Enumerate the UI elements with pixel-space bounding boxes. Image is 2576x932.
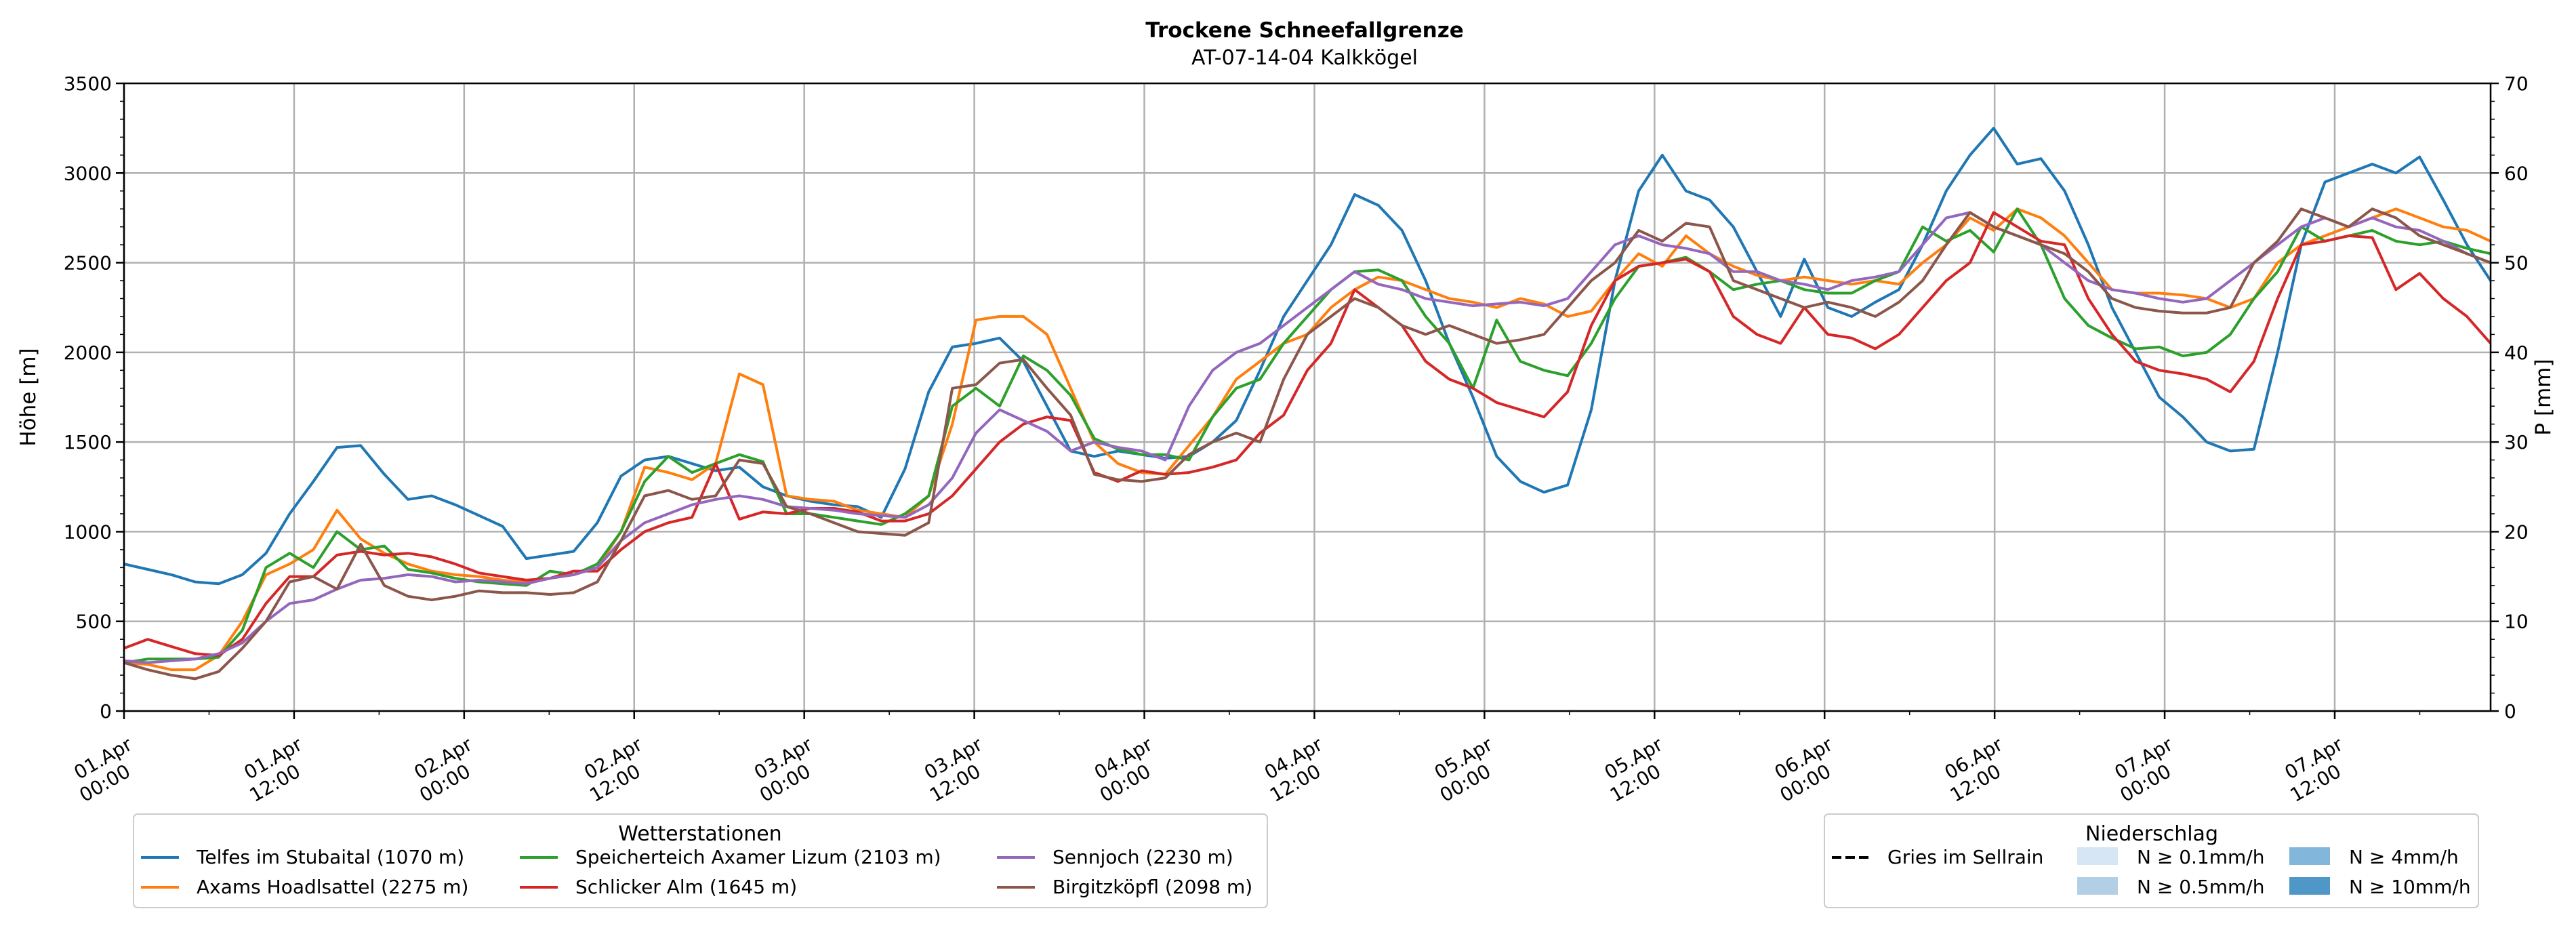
legend-precipitation: Niederschlag Gries im Sellrain N ≥ 0.1mm/… (1824, 813, 2479, 908)
series-line-1 (124, 127, 2491, 586)
legend-stations-title: Wetterstationen (618, 822, 781, 846)
legend-label-6: Birgitzköpfl (2098 m) (1052, 876, 1252, 898)
legend-precip-title: Niederschlag (2085, 822, 2218, 846)
x-axis: 01.Apr00:00 01.Apr12:00 02.Apr00:00 02.Apr1… (64, 711, 2421, 807)
x-tick-label: 05.Apr00:00 (1425, 733, 1507, 807)
y-axis-left: 0 500 1000 1500 2000 2500 3000 3500 (64, 73, 124, 723)
x-tick-label: 04.Apr12:00 (1255, 733, 1338, 807)
x-tick-label: 07.Apr00:00 (2105, 733, 2188, 807)
y-tick-label: 2500 (64, 252, 112, 275)
y-right-tick-label: 30 (2504, 431, 2529, 453)
x-tick-label: 01.Apr00:00 (64, 733, 147, 807)
x-tick-label: 03.Apr00:00 (745, 733, 827, 807)
y-tick-label: 2000 (64, 342, 112, 364)
y-axis-label-left: Höhe [m] (16, 348, 41, 446)
x-tick-label: 07.Apr12:00 (2275, 733, 2358, 807)
y-right-tick-label: 20 (2504, 521, 2529, 543)
y-right-tick-label: 70 (2504, 73, 2529, 95)
precip-label: N ≥ 0.5mm/h (2137, 876, 2264, 898)
y-tick-label: 500 (76, 611, 112, 633)
y-tick-label: 1000 (64, 521, 112, 543)
y-right-tick-label: 60 (2504, 162, 2529, 184)
x-tick-label: 03.Apr12:00 (915, 733, 998, 807)
plot-frame (123, 82, 2492, 712)
series-line-3 (124, 207, 2491, 664)
legend-label-3: Speicherteich Axamer Lizum (2103 m) (575, 846, 941, 868)
y-tick-label: 0 (100, 700, 112, 723)
x-tick-label: 01.Apr12:00 (234, 733, 317, 807)
chart-subtitle: AT-07-14-04 Kalkkögel (1191, 46, 1418, 70)
series-line-4 (124, 211, 2491, 657)
series-line-6 (124, 207, 2491, 681)
grid (123, 82, 2491, 712)
precip-label: N ≥ 10mm/h (2349, 876, 2471, 898)
precip-swatch (2289, 847, 2330, 865)
x-tick-label: 02.Apr00:00 (405, 733, 487, 807)
precip-label: N ≥ 4mm/h (2349, 846, 2459, 868)
y-right-tick-label: 10 (2504, 611, 2529, 633)
x-tick-label: 06.Apr00:00 (1765, 733, 1847, 807)
legend-stations: Wetterstationen Telfes im Stubaital (107… (133, 813, 1268, 908)
series-line-5 (124, 211, 2491, 664)
x-tick-label: 04.Apr00:00 (1085, 733, 1168, 807)
y-tick-label: 3000 (64, 162, 112, 184)
precip-swatch (2289, 877, 2330, 895)
y-right-tick-label: 50 (2504, 252, 2529, 275)
legend-stations-frame (133, 813, 1268, 908)
y-right-tick-label: 40 (2504, 342, 2529, 364)
y-axis-right: 0 10 20 30 40 50 60 70 (2491, 73, 2529, 723)
series-lines (124, 127, 2491, 681)
y-axis-label-right: P [mm] (2531, 359, 2556, 435)
legend-label-5: Sennjoch (2230 m) (1052, 846, 1233, 868)
x-tick-label: 06.Apr12:00 (1935, 733, 2018, 807)
x-tick-label: 05.Apr12:00 (1595, 733, 1677, 807)
series-line-2 (124, 207, 2491, 672)
y-right-tick-label: 0 (2504, 700, 2516, 723)
legend-label-1: Telfes im Stubaital (1070 m) (196, 846, 464, 868)
precip-swatch (2077, 847, 2118, 865)
precip-swatch (2077, 877, 2118, 895)
y-tick-label: 1500 (64, 431, 112, 453)
precip-label: Gries im Sellrain (1887, 846, 2043, 868)
precip-label: N ≥ 0.1mm/h (2137, 846, 2264, 868)
legend-label-2: Axams Hoadlsattel (2275 m) (197, 876, 468, 898)
x-tick-label: 02.Apr12:00 (575, 733, 657, 807)
chart-title: Trockene Schneefallgrenze (1145, 18, 1464, 43)
y-tick-label: 3500 (64, 73, 112, 95)
legend-label-4: Schlicker Alm (1645 m) (575, 876, 797, 898)
